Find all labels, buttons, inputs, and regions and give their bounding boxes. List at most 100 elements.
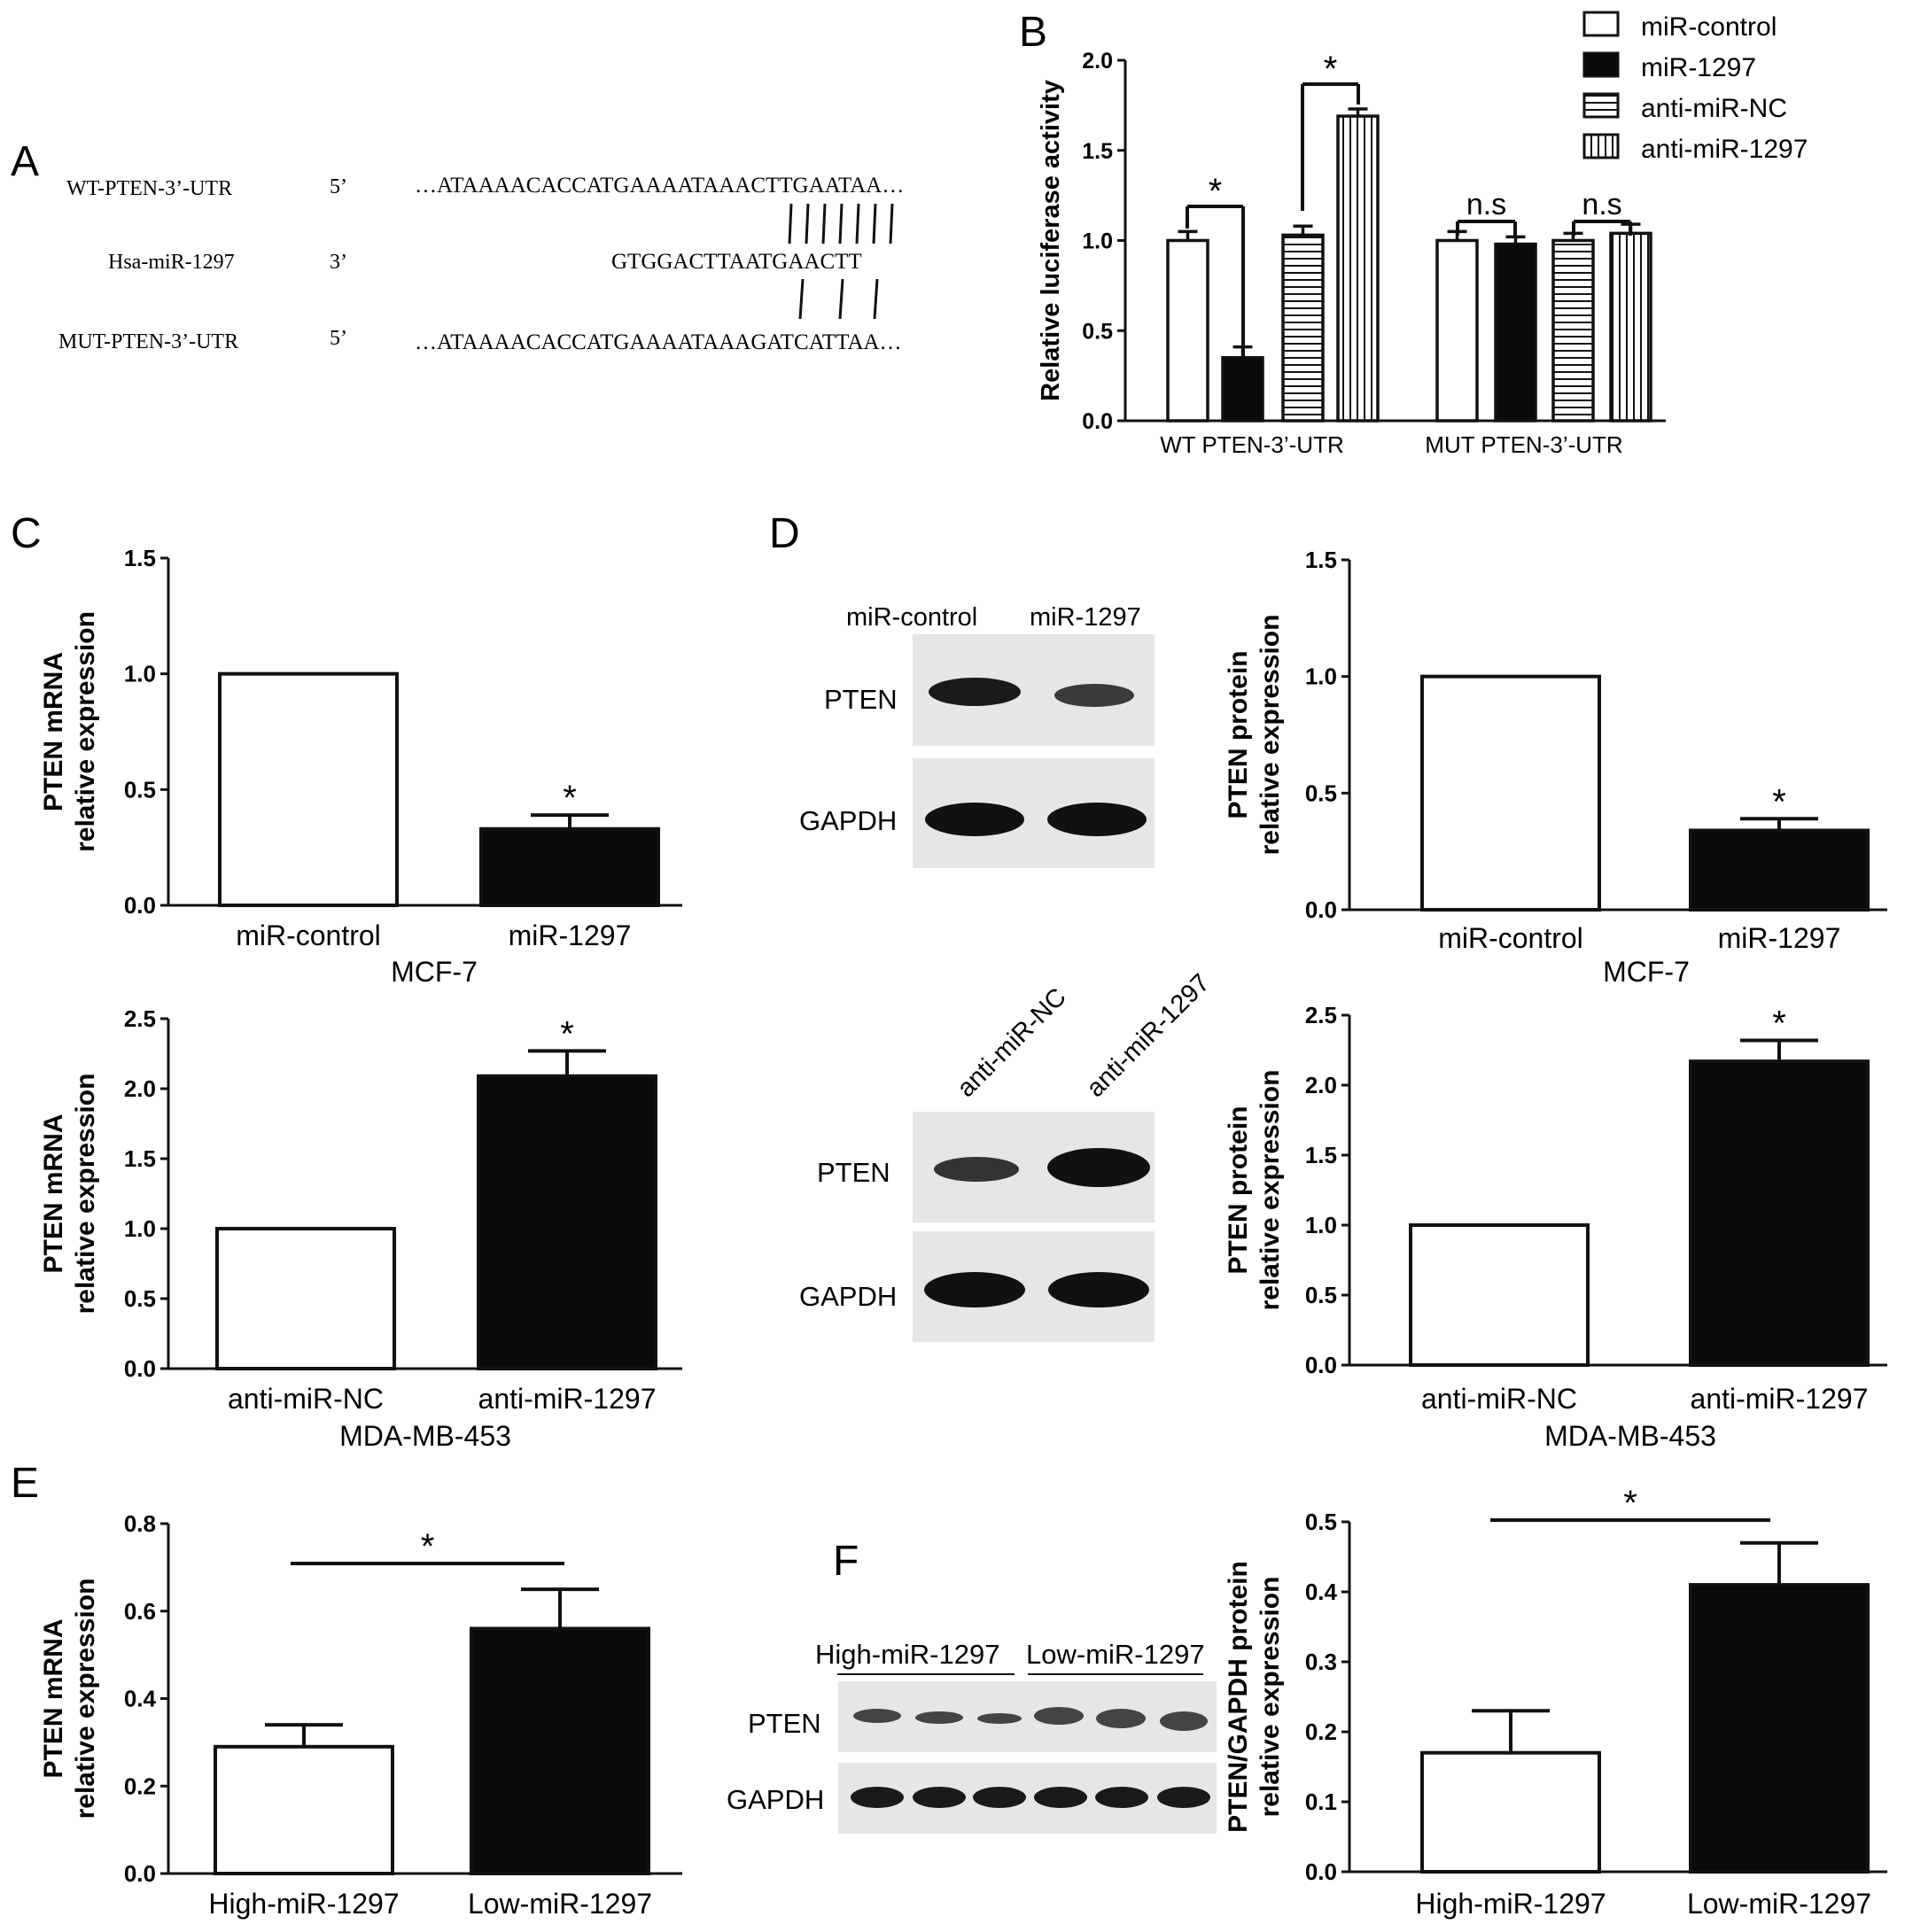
blot-group-label: High-miR-1297 (815, 1639, 999, 1670)
wt-utr-end: 5’ (330, 175, 347, 198)
y-axis-label: PTEN mRNA (39, 1113, 68, 1273)
bar (1609, 231, 1652, 423)
legend-swatch (1582, 92, 1620, 119)
bar (479, 826, 660, 908)
panel-letter-a: A (11, 138, 39, 185)
y-axis-label: PTEN mRNA (39, 652, 68, 811)
y-tick-label: 0.0 (1305, 1858, 1337, 1885)
band-pten-lane2 (1047, 1148, 1150, 1187)
wt-utr-label: WT-PTEN-3’-UTR (66, 177, 232, 200)
bar (470, 1626, 650, 1875)
y-tick-label: 0.5 (1305, 780, 1337, 806)
band-pten-lane1 (934, 1157, 1019, 1182)
blot-row-label: GAPDH (799, 1281, 897, 1312)
legend-swatch (1582, 11, 1620, 37)
panel-letter-f: F (833, 1538, 859, 1585)
y-tick-label: 0.0 (1305, 1352, 1337, 1378)
y-tick-label: 0.5 (1082, 319, 1113, 344)
panel-letter-b: B (1019, 9, 1047, 56)
x-tick-label: miR-1297 (1718, 922, 1841, 954)
y-axis-label: PTEN protein (1224, 650, 1253, 819)
y-tick-label: 0.0 (1082, 409, 1113, 434)
panel-letter-e: E (11, 1460, 39, 1507)
chart-e: 0.0 0.2 0.4 0.6 0.8 PTEN mRNA relative express… (39, 1510, 682, 1920)
pten-bands (853, 1707, 1208, 1731)
x-axis-label: MDA-MB-453 (1544, 1420, 1716, 1452)
wt-utr-sequence: …ATAAAACACCATGAAAATAAACTTGAATAA… (415, 174, 904, 198)
y-axis-label: relative expression (1256, 1070, 1285, 1311)
y-axis-label: PTEN protein (1224, 1106, 1253, 1274)
band-pten-lane2 (1054, 684, 1134, 707)
pairing-lines (788, 203, 894, 320)
y-axis-label: relative expression (1256, 615, 1285, 856)
mirna-label: Hsa-miR-1297 (108, 251, 235, 274)
mut-utr-sequence: …ATAAAACACCATGAAAATAAAGATCATTAA… (415, 330, 902, 354)
significance-mark: n.s (1466, 188, 1506, 221)
bar (1551, 238, 1595, 423)
bar (215, 1227, 396, 1370)
y-tick-label: 2.0 (1082, 49, 1113, 74)
blot-d-bottom: anti-miR-NC anti-miR-1297 PTEN GAPDH (799, 969, 1216, 1342)
x-tick-label: anti-miR-NC (228, 1383, 384, 1415)
bar (1420, 1750, 1601, 1874)
y-tick-label: 0.0 (124, 1355, 156, 1382)
y-tick-label: 2.5 (1305, 1002, 1337, 1028)
x-axis-label: MCF-7 (391, 956, 478, 988)
blot-lane-label: miR-1297 (1030, 603, 1141, 632)
x-tick-label: High-miR-1297 (1415, 1888, 1606, 1920)
y-tick-label: 1.0 (1305, 663, 1337, 690)
y-tick-label: 0.0 (124, 1860, 156, 1887)
mirna-end: 3’ (330, 251, 347, 274)
y-tick-label: 0.6 (124, 1598, 156, 1625)
y-tick-label: 0.3 (1305, 1649, 1337, 1675)
significance-mark: * (1623, 1484, 1637, 1523)
blot-f: High-miR-1297 Low-miR-1297 PTEN GAPDH (727, 1639, 1217, 1834)
bar (1221, 356, 1264, 423)
legend-label: miR-control (1641, 12, 1777, 42)
band-gapdh-lane1 (924, 1272, 1025, 1307)
bar (218, 671, 399, 908)
bar (1336, 114, 1380, 423)
y-axis-label: Relative luciferase activity (1037, 80, 1065, 401)
significance-mark: * (1772, 782, 1786, 821)
blot-group-label: Low-miR-1297 (1026, 1639, 1205, 1670)
chart-f: 0.0 0.1 0.2 0.3 0.4 0.5 PTEN/GAPDH protein rela… (1224, 1484, 1887, 1920)
x-tick-label: High-miR-1297 (208, 1888, 399, 1920)
y-tick-label: 0.1 (1305, 1788, 1337, 1815)
bar (1494, 242, 1537, 423)
y-tick-label: 2.5 (124, 1005, 156, 1032)
x-tick-label: WT PTEN-3’-UTR (1160, 431, 1344, 458)
y-tick-label: 2.0 (1305, 1072, 1337, 1098)
significance-mark: n.s (1582, 188, 1621, 221)
x-tick-label: miR-1297 (509, 919, 632, 951)
significance-mark: * (1209, 172, 1223, 211)
x-axis-label: MCF-7 (1603, 956, 1690, 988)
bar (1166, 238, 1209, 423)
y-axis-label: relative expression (71, 1074, 100, 1315)
y-tick-label: 0.4 (124, 1686, 157, 1712)
blot-d-top: miR-control miR-1297 PTEN GAPDH (799, 603, 1155, 868)
bar (1435, 238, 1479, 423)
significance-mark: * (560, 1014, 574, 1053)
y-tick-label: 1.5 (124, 1145, 156, 1172)
mirna-sequence: GTGGACTTAATGAACTT (611, 250, 862, 274)
y-tick-label: 1.5 (1082, 139, 1113, 164)
y-tick-label: 1.0 (1082, 229, 1113, 254)
legend-swatch (1582, 133, 1620, 159)
y-tick-label: 2.0 (124, 1075, 156, 1102)
blot-row-label: PTEN (817, 1157, 890, 1188)
y-axis-label: relative expression (71, 1579, 100, 1819)
significance-mark: * (421, 1527, 435, 1566)
x-tick-label: Low-miR-1297 (468, 1888, 652, 1920)
blot-lane-label: miR-control (846, 603, 977, 632)
y-axis-label: relative expression (1256, 1577, 1285, 1818)
band-gapdh-lane2 (1047, 803, 1147, 836)
y-tick-label: 0.0 (124, 892, 156, 919)
x-tick-label: miR-control (1438, 922, 1583, 954)
x-tick-label: miR-control (236, 919, 381, 951)
mut-utr-end: 5’ (330, 327, 347, 350)
chart-c2: 0.0 0.5 1.0 1.5 2.0 2.5 PTEN mRNA relative expr… (39, 1005, 682, 1452)
blot-row-label: PTEN (748, 1708, 821, 1739)
x-tick-label: Low-miR-1297 (1687, 1888, 1871, 1920)
